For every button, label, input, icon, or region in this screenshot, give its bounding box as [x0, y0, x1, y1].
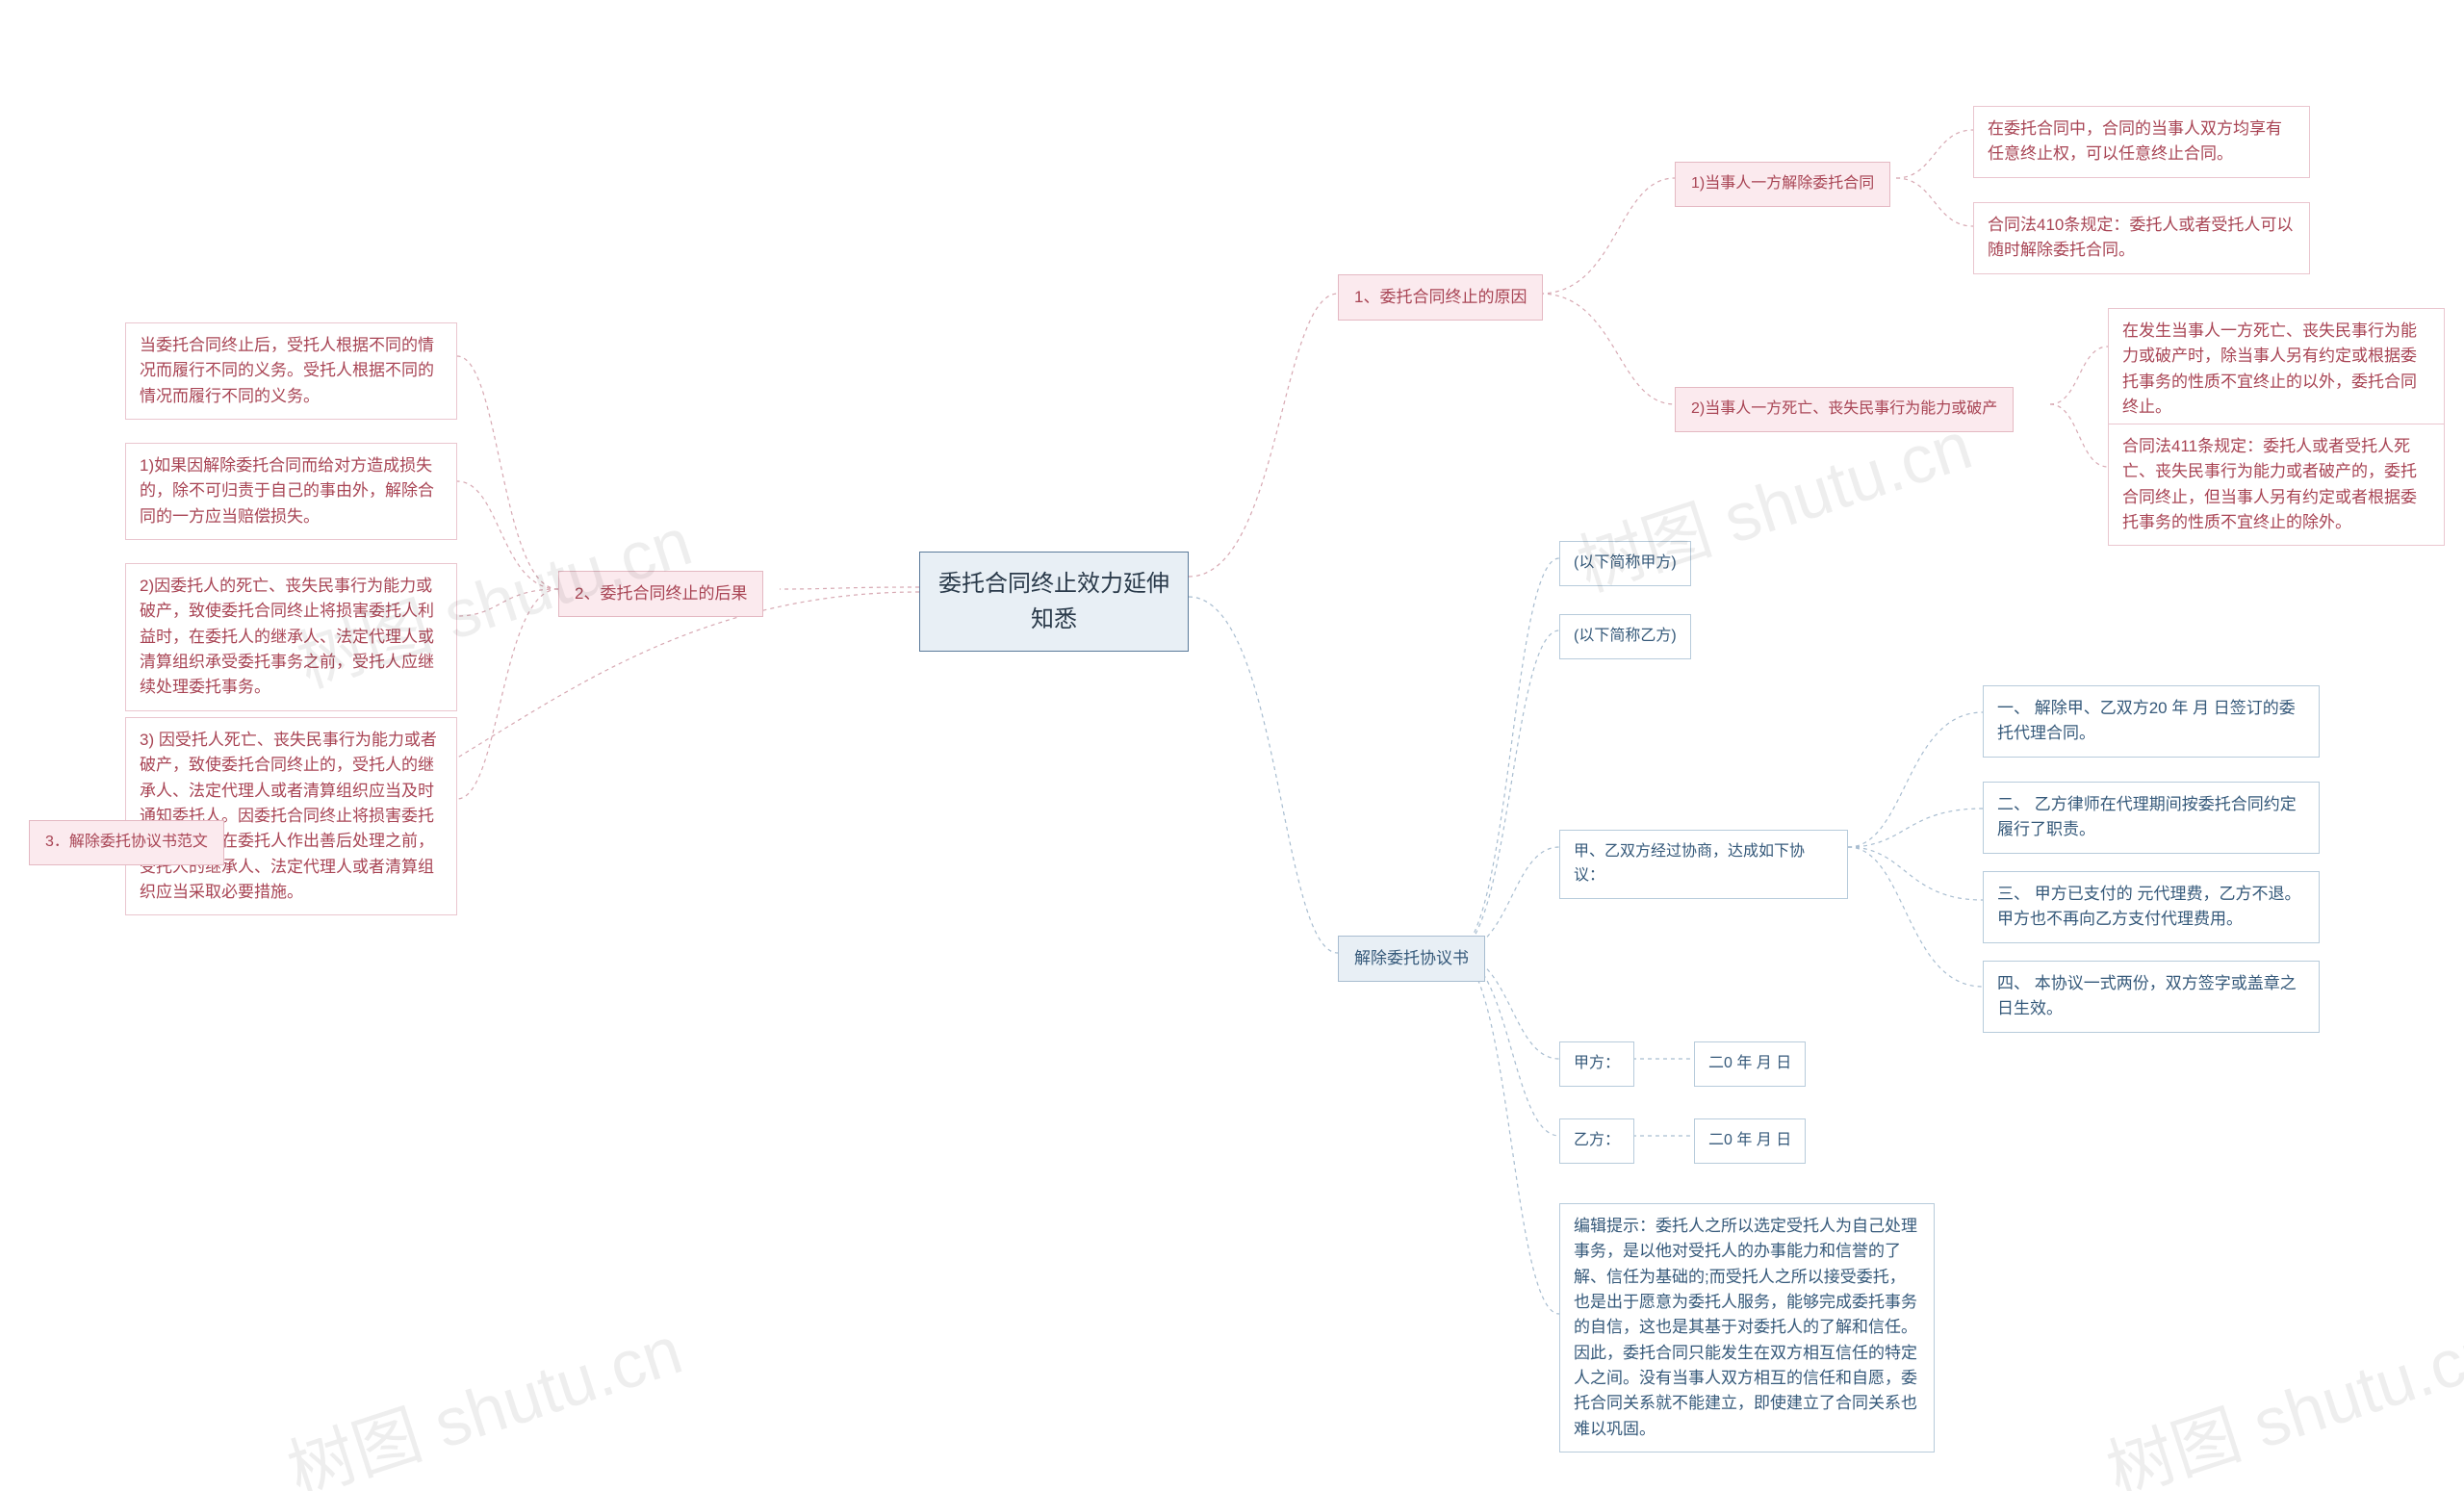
leaf-l1-2: 1)如果因解除委托合同而给对方造成损失的，除不可归责于自己的事由外，解除合同的一… — [125, 443, 457, 540]
leaf-r1-c1-2: 合同法410条规定：委托人或者受托人可以随时解除委托合同。 — [1973, 202, 2310, 274]
node-r2: 解除委托协议书 — [1338, 936, 1485, 982]
leaf-l1-1: 当委托合同终止后，受托人根据不同的情况而履行不同的义务。受托人根据不同的情况而履… — [125, 322, 457, 420]
node-r1-c2: 2)当事人一方死亡、丧失民事行为能力或破产 — [1675, 387, 2014, 432]
leaf-r2-e: 二0 年 月 日 — [1694, 1118, 1806, 1164]
leaf-l1-3: 2)因委托人的死亡、丧失民事行为能力或破产，致使委托合同终止将损害委托人利益时，… — [125, 563, 457, 711]
leaf-r2-f: 编辑提示：委托人之所以选定受托人为自己处理事务，是以他对受托人的办事能力和信誉的… — [1559, 1203, 1935, 1452]
node-r2-c: 甲、乙双方经过协商，达成如下协议： — [1559, 830, 1848, 899]
node-l2: 3．解除委托协议书范文 — [29, 820, 224, 865]
leaf-r2-c4: 四、 本协议一式两份，双方签字或盖章之日生效。 — [1983, 961, 2320, 1033]
leaf-r1-c2-2: 合同法411条规定：委托人或者受托人死亡、丧失民事行为能力或者破产的，委托合同终… — [2108, 424, 2445, 546]
leaf-r2-a: (以下简称甲方) — [1559, 541, 1691, 586]
leaf-r2-c2: 二、 乙方律师在代理期间按委托合同约定履行了职责。 — [1983, 782, 2320, 854]
leaf-l1-4: 3) 因受托人死亡、丧失民事行为能力或者破产，致使委托合同终止的，受托人的继承人… — [125, 717, 457, 915]
node-l1: 2、委托合同终止的后果 — [558, 571, 763, 617]
watermark: 树图 shutu.cn — [274, 1297, 693, 1491]
leaf-r2-b: (以下简称乙方) — [1559, 614, 1691, 659]
node-r2-d: 甲方： — [1559, 1041, 1634, 1087]
leaf-r2-d: 二0 年 月 日 — [1694, 1041, 1806, 1087]
node-r1-c1: 1)当事人一方解除委托合同 — [1675, 162, 1890, 207]
leaf-r2-c1: 一、 解除甲、乙双方20 年 月 日签订的委托代理合同。 — [1983, 685, 2320, 758]
root-node: 委托合同终止效力延伸知悉 — [919, 552, 1189, 652]
leaf-r2-c3: 三、 甲方已支付的 元代理费，乙方不退。甲方也不再向乙方支付代理费用。 — [1983, 871, 2320, 943]
node-r1: 1、委托合同终止的原因 — [1338, 274, 1543, 321]
leaf-r1-c1-1: 在委托合同中，合同的当事人双方均享有任意终止权，可以任意终止合同。 — [1973, 106, 2310, 178]
watermark: 树图 shutu.cn — [2093, 1297, 2464, 1491]
leaf-r1-c2-1: 在发生当事人一方死亡、丧失民事行为能力或破产时，除当事人另有约定或根据委托事务的… — [2108, 308, 2445, 430]
node-r2-e: 乙方： — [1559, 1118, 1634, 1164]
